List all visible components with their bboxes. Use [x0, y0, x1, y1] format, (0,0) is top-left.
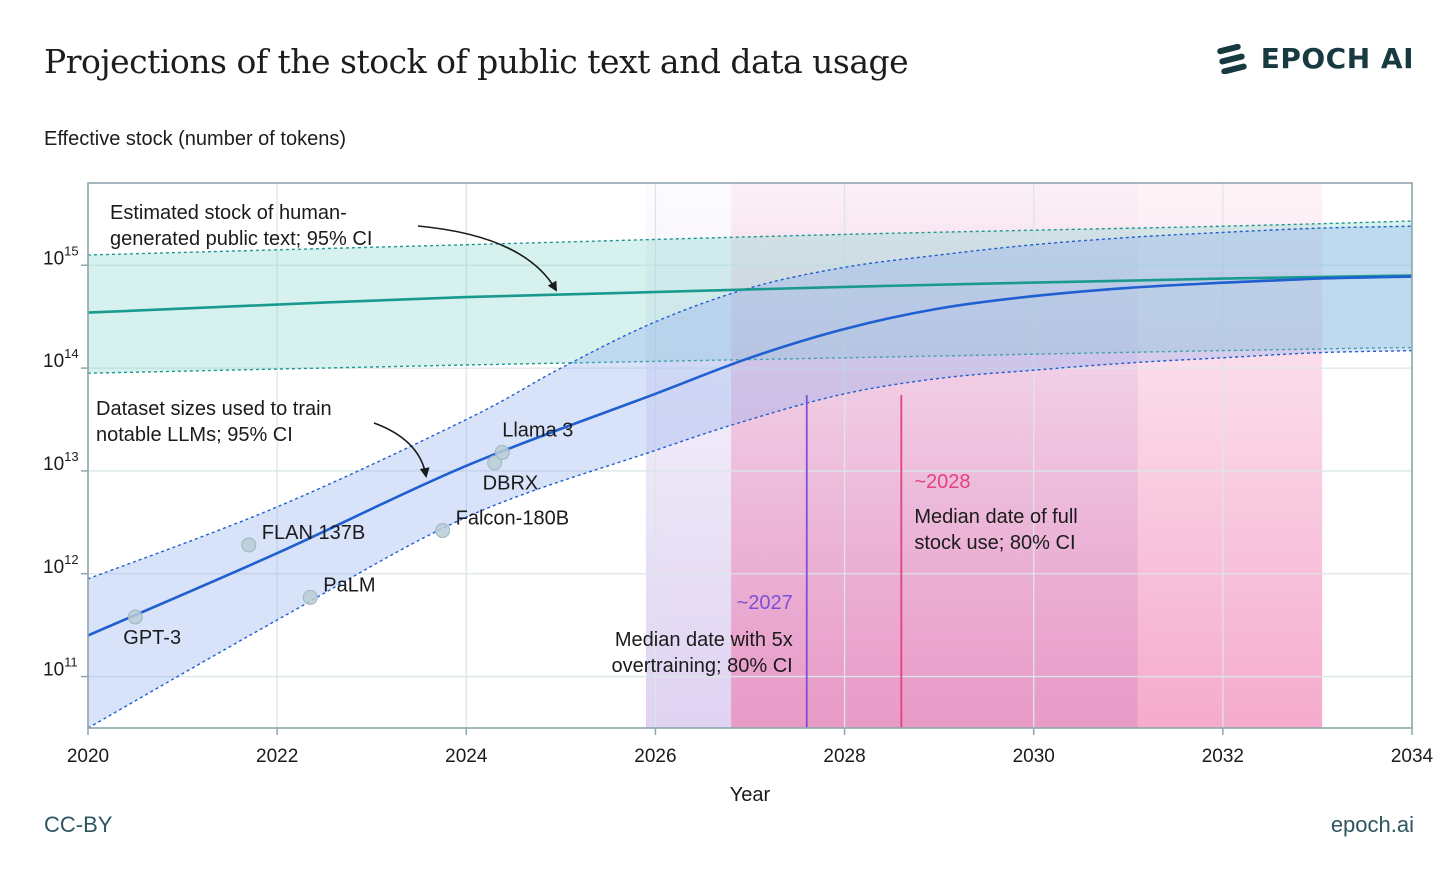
model-point [241, 537, 257, 553]
x-tick-label: 2020 [67, 746, 109, 767]
model-label: PaLM [323, 574, 375, 596]
model-point [302, 589, 318, 605]
x-axis-label: Year [730, 784, 771, 806]
dataset-annotation-arrow [373, 422, 430, 478]
vline-1-text-1: Median date of full [914, 506, 1077, 528]
vline-0-text-1: Median date with 5x [615, 629, 793, 651]
y-tick-power: 14 [64, 346, 78, 361]
vline-1-text-2: stock use; 80% CI [914, 532, 1075, 554]
vline-0-text-2: overtraining; 80% CI [612, 655, 793, 677]
chart-title: Projections of the stock of public text … [44, 42, 909, 81]
model-point [435, 523, 451, 539]
epoch-logo-icon [1216, 43, 1247, 74]
y-tick-base: 10 [43, 660, 64, 681]
dataset-lower-bound [87, 349, 1413, 729]
plot-frame [87, 182, 1413, 729]
brand-name: EPOCH AI [1260, 42, 1414, 75]
x-tick-label: 2022 [256, 746, 298, 767]
dataset-median-line [87, 275, 1413, 637]
dataset-upper-bound [87, 225, 1413, 580]
y-tick-power: 15 [64, 243, 78, 258]
stock-ci-band [88, 221, 1412, 374]
y-axis-label: Effective stock (number of tokens) [44, 128, 346, 150]
stock-annotation-line-1: Estimated stock of human- [110, 202, 347, 224]
y-tick-label: 1015 [43, 243, 79, 269]
model-label: FLAN 137B [262, 522, 365, 544]
stock-annotation-arrow [417, 225, 557, 292]
model-label: Llama 3 [502, 419, 573, 441]
x-tick-label: 2034 [1391, 746, 1434, 767]
x-tick-label: 2028 [823, 746, 865, 767]
y-tick-base: 10 [43, 557, 64, 578]
y-tick-base: 10 [43, 454, 64, 475]
y-tick-label: 1013 [43, 449, 79, 475]
vline-0-label: ~2027 [737, 592, 793, 614]
shaded-region-1 [731, 183, 1323, 728]
x-tick-label: 2030 [1013, 746, 1055, 767]
stock-lower-bound [87, 346, 1413, 374]
stock-median-line [87, 274, 1413, 314]
y-tick-power: 13 [64, 449, 78, 464]
dataset-annotation-line-1: Dataset sizes used to train [96, 398, 332, 420]
model-point [487, 455, 503, 471]
site-label: epoch.ai [1330, 812, 1414, 837]
brand-logo: EPOCH AI [1215, 42, 1414, 75]
x-tick-label: 2026 [634, 746, 676, 767]
license-label: CC-BY [44, 812, 113, 837]
model-label: Falcon-180B [456, 508, 569, 530]
y-tick-base: 10 [43, 351, 64, 372]
y-tick-label: 1014 [43, 346, 79, 372]
x-tick-label: 2024 [445, 746, 488, 767]
model-point [127, 609, 143, 625]
x-tick-label: 2032 [1202, 746, 1244, 767]
dataset-ci-band [88, 226, 1412, 728]
vline-1-label: ~2028 [914, 471, 970, 493]
model-label: GPT-3 [123, 627, 181, 649]
model-point [494, 444, 510, 460]
dataset-annotation-line-2: notable LLMs; 95% CI [96, 424, 293, 446]
y-tick-power: 11 [64, 655, 78, 670]
stock-upper-bound [87, 220, 1413, 256]
model-label: DBRX [483, 473, 539, 495]
stock-annotation-line-2: generated public text; 95% CI [110, 228, 372, 250]
y-tick-base: 10 [43, 248, 64, 269]
y-tick-label: 1012 [43, 552, 79, 578]
y-tick-power: 12 [64, 552, 78, 567]
y-tick-label: 1011 [43, 655, 78, 681]
